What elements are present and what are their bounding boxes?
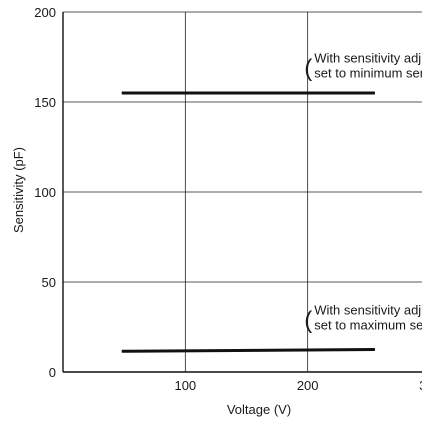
y-axis-label: Sensitivity (pF) xyxy=(11,147,26,233)
annotation-line: set to maximum sensitivity xyxy=(314,318,422,333)
annotation-line: With sensitivity adjuster xyxy=(314,51,422,66)
annotation-1: With sensitivity adjusterset to minimum … xyxy=(304,51,422,83)
series xyxy=(121,91,375,353)
annotation-line: set to minimum sensitivity xyxy=(314,66,422,81)
x-tick-label: 300 xyxy=(419,378,422,393)
x-axis-label: Voltage (V) xyxy=(227,402,291,417)
paren-open: ( xyxy=(304,55,312,82)
annotations: With sensitivity adjusterset to minimum … xyxy=(304,51,422,335)
grid xyxy=(63,11,422,372)
paren-open: ( xyxy=(304,307,312,334)
y-tick-label: 50 xyxy=(42,275,56,290)
annotation-line: With sensitivity adjuster xyxy=(314,303,422,318)
tick-labels: 0 50 100 150 200 100 200 300 xyxy=(34,5,422,393)
y-tick-label: 200 xyxy=(34,5,56,20)
x-tick-label: 100 xyxy=(174,378,196,393)
x-tick-label: 200 xyxy=(297,378,319,393)
y-tick-label: 150 xyxy=(34,95,56,110)
y-tick-label: 0 xyxy=(49,365,56,380)
y-tick-label: 100 xyxy=(34,185,56,200)
annotation-2: With sensitivity adjusterset to maximum … xyxy=(304,303,422,335)
series-line-2 xyxy=(121,348,375,353)
axes xyxy=(62,12,422,373)
